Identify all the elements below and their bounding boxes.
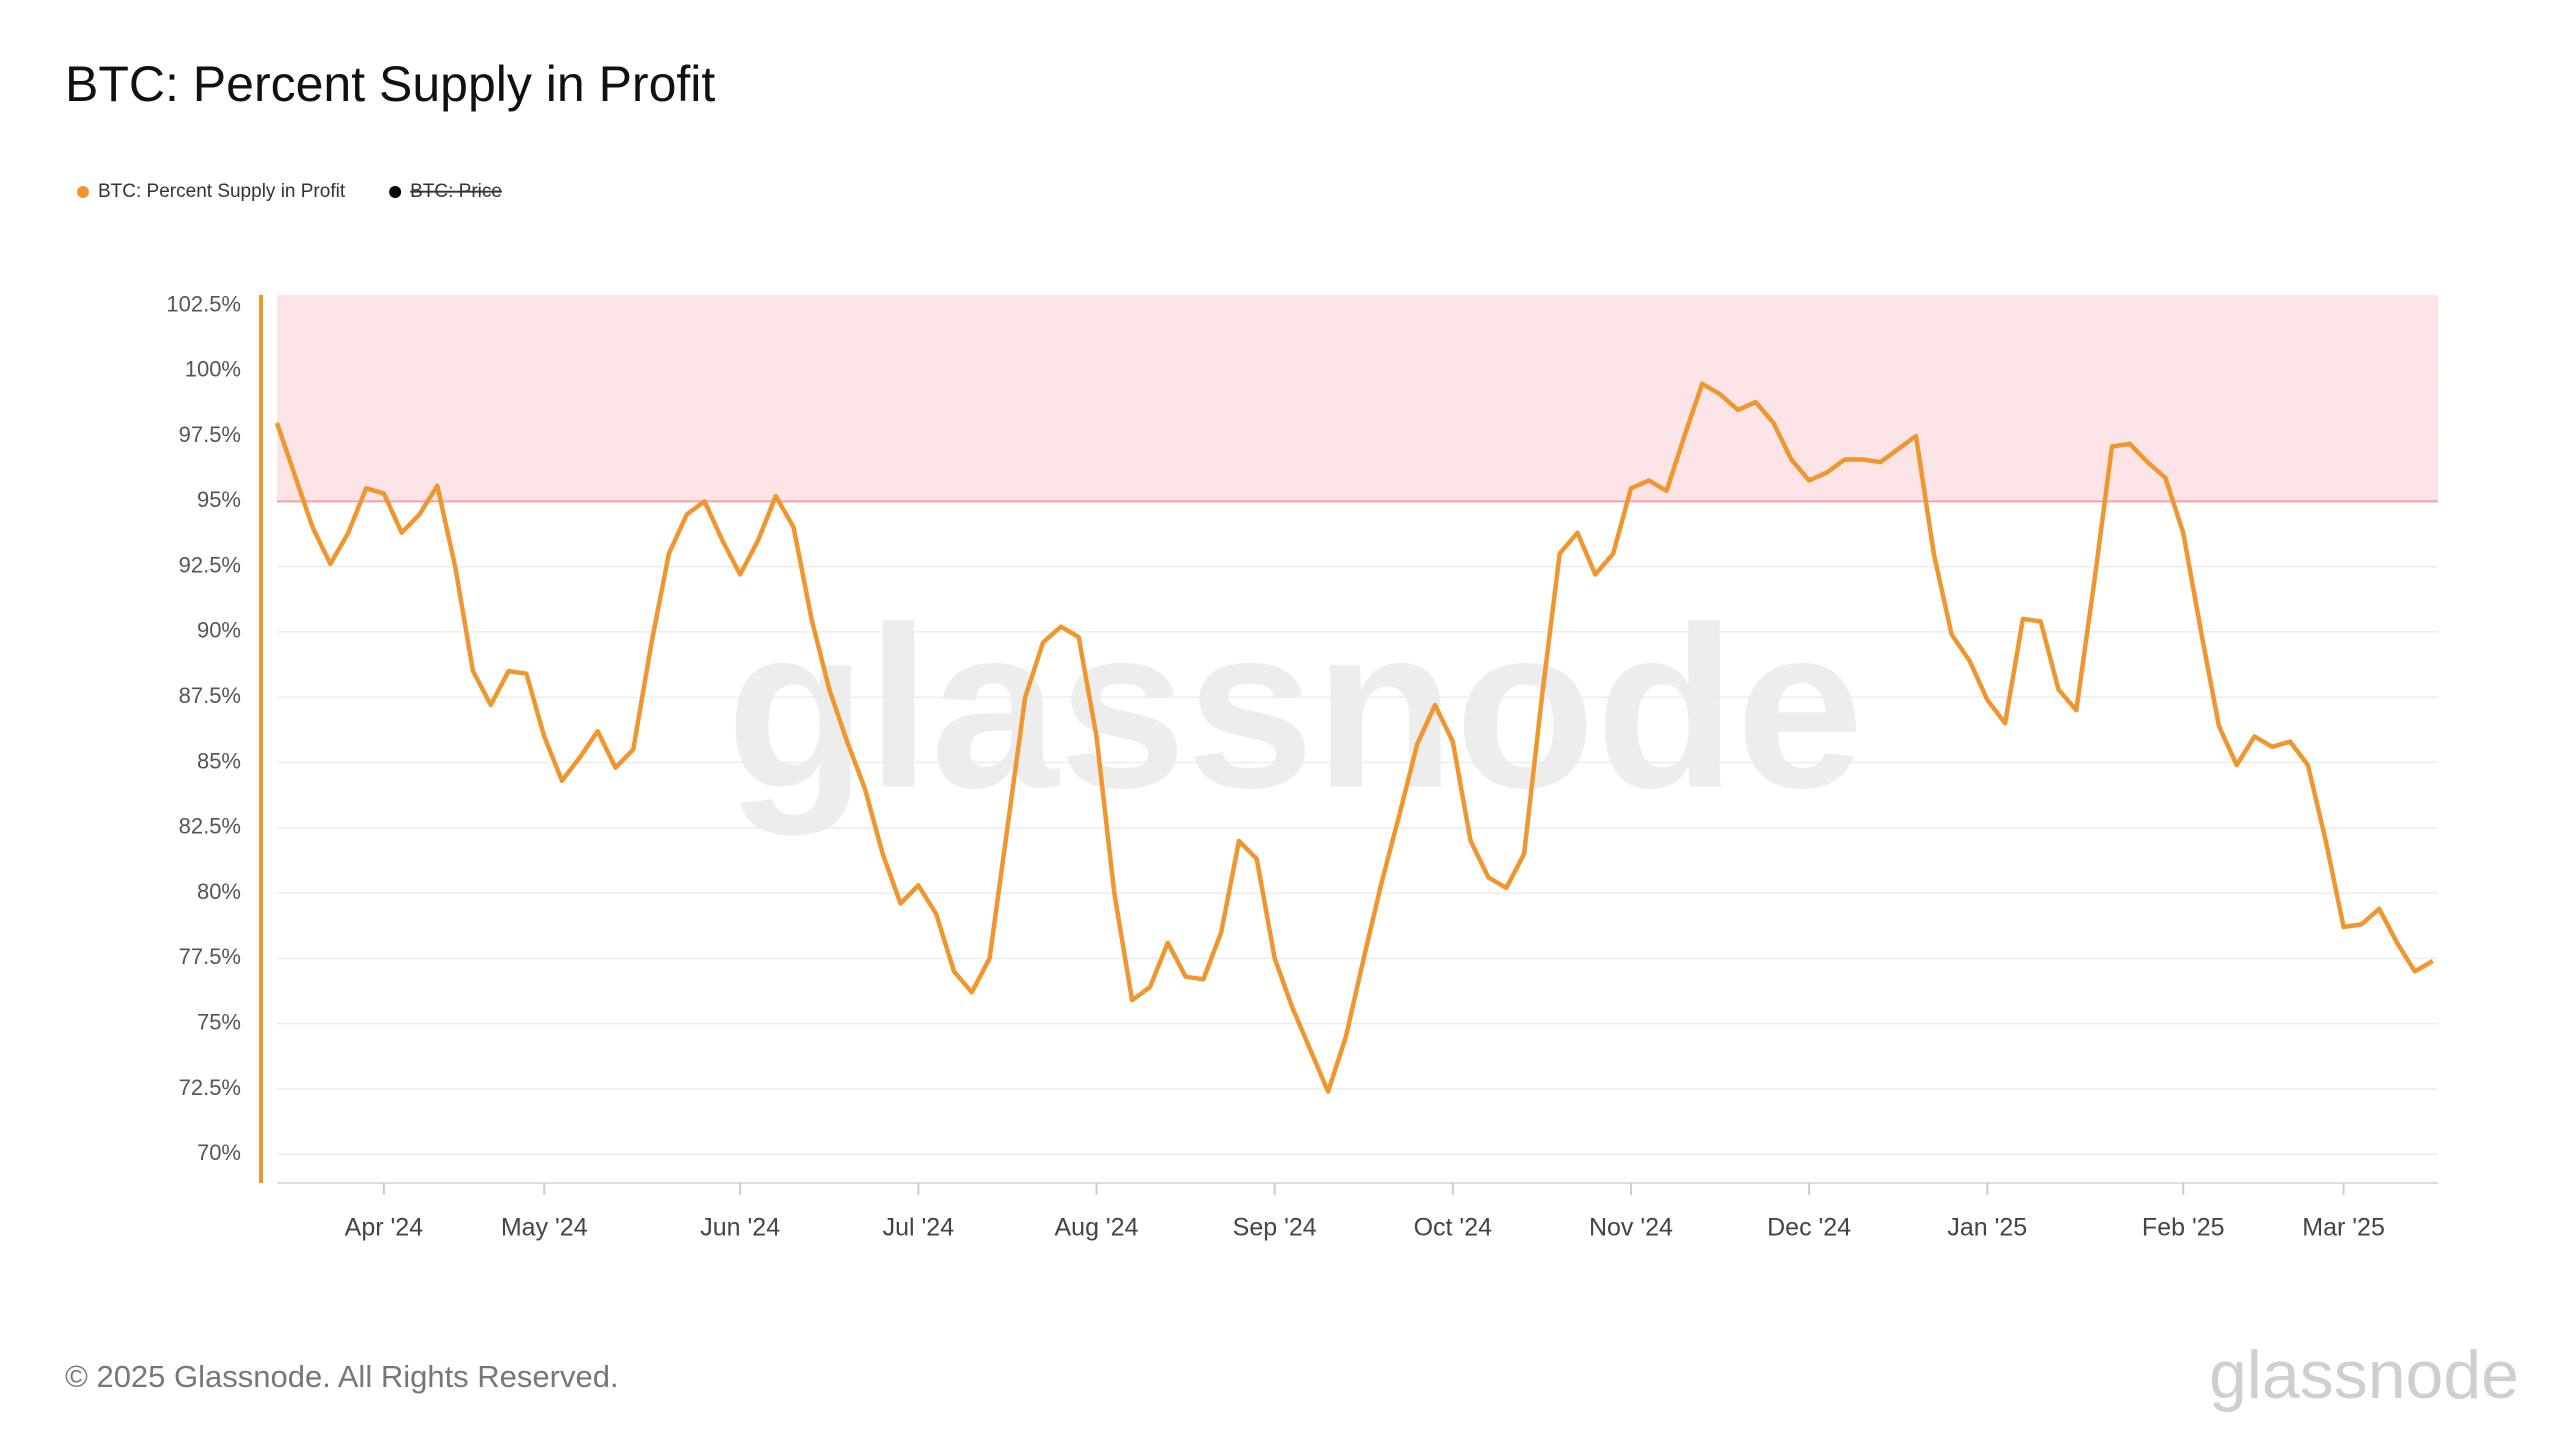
y-tick-label: 95%: [197, 487, 241, 512]
watermark: glassnode: [726, 579, 1864, 836]
legend-marker: [77, 186, 89, 198]
y-tick-label: 87.5%: [179, 683, 241, 708]
x-tick-label: Apr '24: [345, 1214, 424, 1242]
x-tick-label: Sep '24: [1233, 1214, 1317, 1242]
y-tick-label: 102.5%: [166, 291, 241, 316]
y-tick-label: 77.5%: [179, 944, 241, 969]
copyright: © 2025 Glassnode. All Rights Reserved.: [65, 1359, 619, 1394]
y-tick-label: 72.5%: [179, 1075, 241, 1100]
legend-label-hidden[interactable]: BTC: Price: [410, 181, 502, 202]
series-line: [274, 381, 2434, 1094]
legend-label[interactable]: BTC: Percent Supply in Profit: [98, 181, 346, 202]
legend-marker: [389, 186, 402, 198]
y-tick-label: 80%: [197, 879, 241, 904]
y-tick-label: 92.5%: [179, 552, 241, 577]
x-tick-label: Aug '24: [1054, 1214, 1138, 1242]
x-tick-label: Jun '24: [700, 1214, 780, 1242]
y-tick-label: 82.5%: [179, 814, 241, 839]
y-tick-label: 97.5%: [179, 422, 241, 447]
x-tick-label: May '24: [501, 1214, 588, 1242]
y-tick-label: 70%: [197, 1140, 241, 1165]
x-tick-label: Mar '25: [2302, 1214, 2385, 1242]
chart-title: BTC: Percent Supply in Profit: [65, 56, 715, 112]
x-tick-label: Jul '24: [883, 1214, 955, 1242]
x-tick-label: Feb '25: [2142, 1214, 2225, 1242]
logo: glassnode: [2209, 1337, 2519, 1413]
threshold-band: [277, 295, 2438, 502]
x-tick-label: Oct '24: [1414, 1214, 1493, 1242]
y-tick-label: 85%: [197, 748, 241, 773]
x-tick-label: Dec '24: [1767, 1214, 1851, 1242]
y-tick-label: 90%: [197, 618, 241, 643]
x-tick-label: Nov '24: [1589, 1214, 1673, 1242]
y-tick-label: 75%: [197, 1009, 241, 1034]
x-tick-label: Jan '25: [1947, 1214, 2027, 1242]
y-tick-label: 100%: [185, 357, 241, 382]
